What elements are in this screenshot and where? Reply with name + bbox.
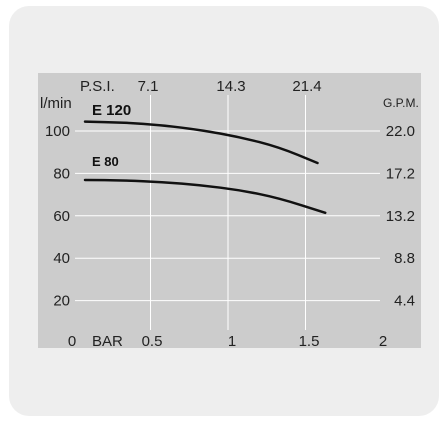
y-tick-label: 80	[53, 165, 70, 182]
x2-tick-label: 14.3	[216, 78, 245, 95]
x-tick-label: 2	[379, 333, 387, 350]
series-line-e-80	[83, 178, 327, 215]
x-tick-label: 1	[228, 333, 236, 350]
x-axis-title: BAR	[92, 333, 123, 350]
y2-tick-label: 4.4	[394, 293, 415, 310]
series-label: E 120	[92, 102, 131, 119]
series-line-e-120	[83, 120, 319, 165]
series-label: E 80	[92, 154, 119, 169]
x2-axis-title: P.S.I.	[80, 78, 115, 95]
plot-area	[38, 73, 421, 348]
y2-axis-title: G.P.M.	[383, 96, 419, 110]
y-tick-label: 100	[45, 123, 70, 140]
grid-lines	[75, 95, 380, 330]
y-tick-label: 60	[53, 208, 70, 225]
y-tick-label: 40	[53, 250, 70, 267]
y-axis-title: l/min	[40, 95, 72, 112]
x2-tick-label: 7.1	[138, 78, 159, 95]
x2-tick-label: 21.4	[292, 78, 321, 95]
y-tick-label: 20	[53, 293, 70, 310]
x-tick-label: 0	[68, 333, 76, 350]
y2-tick-label: 22.0	[386, 123, 415, 140]
series-lines	[83, 120, 327, 215]
x-tick-label: 0.5	[142, 333, 163, 350]
y2-tick-label: 17.2	[386, 165, 415, 182]
x-tick-label: 1.5	[299, 333, 320, 350]
y2-tick-label: 13.2	[386, 208, 415, 225]
axis-labels: P.S.I. l/min G.P.M. BAR 1008060402022.01…	[40, 78, 419, 350]
y2-tick-label: 8.8	[394, 250, 415, 267]
